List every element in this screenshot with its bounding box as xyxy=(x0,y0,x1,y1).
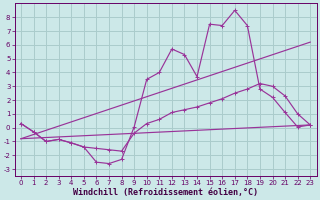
X-axis label: Windchill (Refroidissement éolien,°C): Windchill (Refroidissement éolien,°C) xyxy=(73,188,258,197)
